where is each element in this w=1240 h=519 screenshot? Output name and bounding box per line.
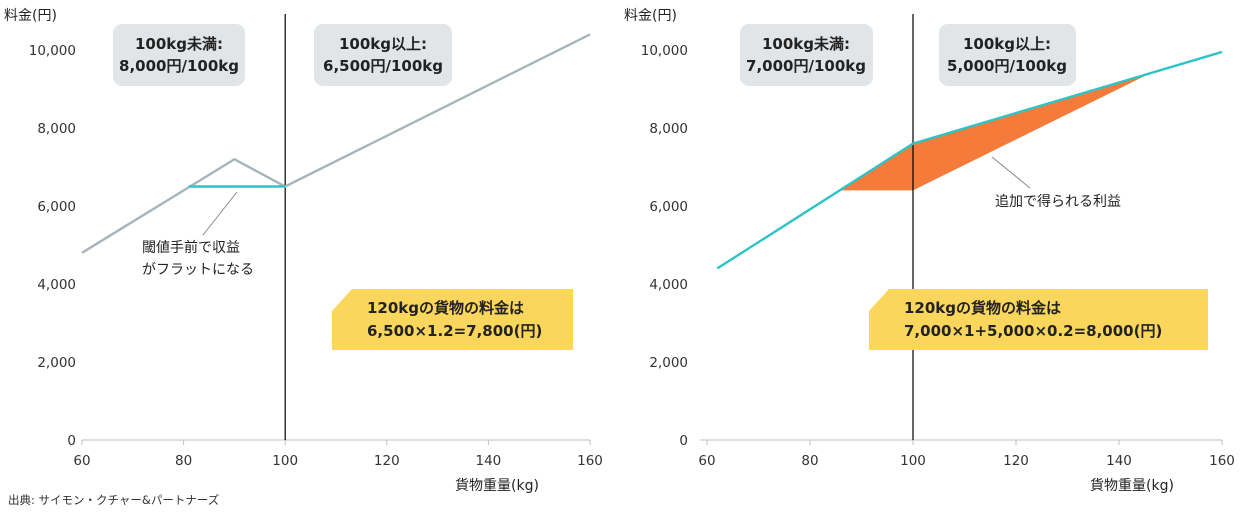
right-x-tick-label: 100 xyxy=(900,453,926,469)
left-y-tick-label: 6,000 xyxy=(37,199,76,215)
right-profit-area xyxy=(840,73,1150,191)
left-x-tick-label: 60 xyxy=(73,453,90,469)
right-y-tick-label: 10,000 xyxy=(641,43,688,59)
right-y-ticks: 0 2,000 4,000 6,000 8,000 10,000 xyxy=(641,43,688,449)
left-annotation-leader xyxy=(202,191,238,236)
left-y-tick-label: 2,000 xyxy=(37,355,76,371)
left-x-tick-label: 140 xyxy=(476,453,502,469)
left-series xyxy=(81,33,591,254)
right-rate-box-over xyxy=(939,24,1076,86)
right-x-tick-label: 120 xyxy=(1003,453,1029,469)
left-example-box xyxy=(332,289,573,350)
right-rate-box-under xyxy=(740,24,873,86)
right-y-tick-label: 0 xyxy=(679,433,688,449)
left-x-ticks: 60 80 100 120 140 160 xyxy=(73,440,603,469)
left-annotation-line1: 閾値手前で収益 xyxy=(142,239,240,256)
right-y-tick-label: 4,000 xyxy=(649,277,688,293)
left-rate-box-under xyxy=(113,24,245,86)
left-x-tick-label: 100 xyxy=(272,453,298,469)
right-rate-box-over-line2: 5,000円/100kg xyxy=(947,57,1067,75)
right-annotation-text: 追加で得られる利益 xyxy=(995,193,1121,210)
left-gray-series-line xyxy=(81,33,591,254)
left-example-line1: 120kgの貨物の料金は xyxy=(367,299,524,317)
right-x-ticks: 60 80 100 120 140 160 xyxy=(698,440,1235,469)
left-y-axis-label: 料金(円) xyxy=(4,8,57,24)
left-example-line2: 6,500×1.2=7,800(円) xyxy=(367,322,542,340)
left-x-tick-label: 80 xyxy=(175,453,192,469)
left-chart: 料金(円) 貨物重量(kg) 0 2,000 4,000 6,000 8,000 10,0… xyxy=(4,8,603,494)
left-y-tick-label: 4,000 xyxy=(37,277,76,293)
right-example-box xyxy=(869,289,1208,350)
right-rate-box-over-line1: 100kg以上: xyxy=(963,35,1051,53)
left-x-tick-label: 160 xyxy=(577,453,603,469)
left-rate-box-over-line2: 6,500円/100kg xyxy=(323,57,443,75)
left-rate-box-under-line1: 100kg未満: xyxy=(135,35,223,53)
right-y-tick-label: 8,000 xyxy=(649,121,688,137)
right-x-tick-label: 140 xyxy=(1106,453,1132,469)
right-rate-box-under-line1: 100kg未満: xyxy=(762,35,850,53)
right-example-line2: 7,000×1+5,000×0.2=8,000(円) xyxy=(904,322,1162,340)
right-series xyxy=(716,50,1223,270)
left-rate-box-over-line1: 100kg以上: xyxy=(339,35,427,53)
right-chart: 料金(円) 貨物重量(kg) 0 2,000 4,000 6,000 8,000 10,0… xyxy=(624,8,1235,494)
right-y-tick-label: 6,000 xyxy=(649,199,688,215)
left-x-tick-label: 120 xyxy=(374,453,400,469)
left-rate-box-under-line2: 8,000円/100kg xyxy=(119,57,239,75)
right-x-axis-label: 貨物重量(kg) xyxy=(1090,477,1174,494)
right-x-tick-label: 60 xyxy=(698,453,715,469)
right-x-tick-label: 160 xyxy=(1209,453,1235,469)
right-rate-box-under-line2: 7,000円/100kg xyxy=(746,57,866,75)
right-annotation-leader xyxy=(991,156,1031,189)
left-annotation-line2: がフラットになる xyxy=(142,262,254,278)
left-rate-box-over xyxy=(314,24,452,86)
left-x-axis-label: 貨物重量(kg) xyxy=(455,477,539,494)
left-y-ticks: 0 2,000 4,000 6,000 8,000 10,000 xyxy=(29,43,76,449)
right-example-line1: 120kgの貨物の料金は xyxy=(904,299,1061,317)
right-x-tick-label: 80 xyxy=(801,453,818,469)
right-y-tick-label: 2,000 xyxy=(649,355,688,371)
left-y-tick-label: 8,000 xyxy=(37,121,76,137)
right-teal-series-line xyxy=(716,50,1223,270)
source-note: 出典: サイモン・クチャー&パートナーズ xyxy=(8,493,219,507)
left-y-tick-label: 0 xyxy=(67,433,76,449)
left-y-tick-label: 10,000 xyxy=(29,43,76,59)
right-y-axis-label: 料金(円) xyxy=(624,8,677,24)
